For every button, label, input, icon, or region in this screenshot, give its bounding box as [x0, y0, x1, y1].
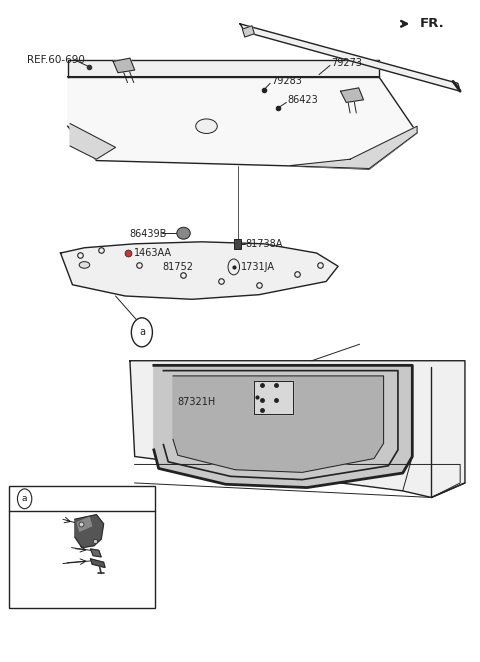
Text: 1731JA: 1731JA: [241, 262, 275, 272]
Text: 81210B: 81210B: [36, 559, 73, 569]
Text: 87321H: 87321H: [178, 397, 216, 406]
Text: 81752: 81752: [162, 262, 193, 272]
Polygon shape: [60, 242, 338, 299]
Text: 86423: 86423: [287, 95, 318, 105]
Polygon shape: [240, 24, 460, 91]
Polygon shape: [130, 361, 465, 497]
Polygon shape: [91, 559, 105, 567]
Ellipse shape: [79, 261, 90, 268]
Bar: [9, 487, 156, 608]
Polygon shape: [288, 126, 417, 169]
Circle shape: [132, 318, 153, 347]
Polygon shape: [70, 124, 116, 160]
Circle shape: [17, 489, 32, 508]
Polygon shape: [254, 381, 293, 414]
Polygon shape: [113, 58, 135, 73]
Text: a: a: [139, 327, 145, 338]
Polygon shape: [242, 26, 254, 37]
Ellipse shape: [177, 227, 190, 239]
Polygon shape: [68, 60, 379, 77]
Text: a: a: [22, 495, 27, 503]
Polygon shape: [154, 365, 412, 488]
Bar: [234, 238, 241, 249]
Text: FR.: FR.: [420, 17, 444, 30]
Text: 86439B: 86439B: [129, 229, 167, 239]
Polygon shape: [340, 88, 363, 103]
Polygon shape: [77, 517, 92, 531]
Text: 81738A: 81738A: [246, 239, 283, 249]
Text: 81230: 81230: [36, 514, 66, 524]
Text: 79283: 79283: [271, 76, 302, 86]
Text: 79273: 79273: [331, 58, 362, 68]
Polygon shape: [75, 514, 104, 547]
Circle shape: [228, 259, 240, 275]
Polygon shape: [68, 77, 417, 169]
Ellipse shape: [196, 119, 217, 134]
Text: REF.60-690: REF.60-690: [27, 55, 85, 65]
Text: 1140HG: 1140HG: [46, 543, 85, 553]
Polygon shape: [91, 549, 101, 557]
Text: 1463AA: 1463AA: [134, 248, 172, 258]
Polygon shape: [173, 376, 384, 473]
